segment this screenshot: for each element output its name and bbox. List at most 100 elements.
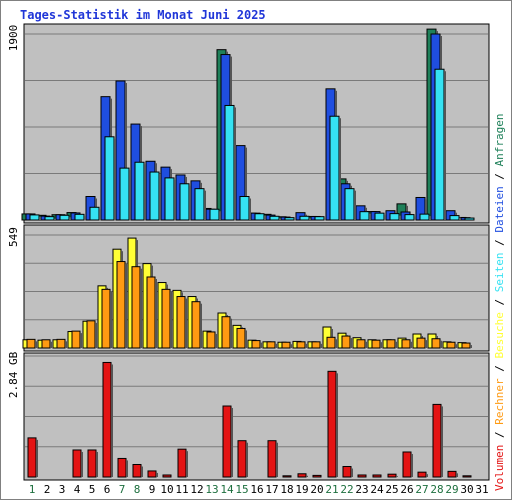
x-tick-label-day-31: 31 <box>475 483 488 496</box>
bar-shadow <box>384 215 386 220</box>
bar-rechner-day-26 <box>401 339 411 349</box>
bar-volumen-day-17 <box>267 440 277 478</box>
bar-volumen-day-1 <box>27 437 37 478</box>
legend-entry: Dateien <box>493 186 506 232</box>
bar-shadow <box>249 198 251 220</box>
panel-middle-ymax-label: 549 <box>7 227 20 247</box>
bar-rechner-day-13 <box>206 331 216 349</box>
bar-volumen-day-6 <box>102 361 112 478</box>
bar-shadow <box>309 218 311 220</box>
x-tick-label-day-19: 19 <box>295 483 308 496</box>
x-tick-label-day-10: 10 <box>160 483 173 496</box>
bar-volumen-day-8 <box>132 463 142 478</box>
x-tick-label-day-2: 2 <box>44 483 51 496</box>
bar-shadow <box>245 147 247 220</box>
bar-rechner-day-19 <box>296 341 306 349</box>
bar-shadow <box>246 442 248 477</box>
bar-shadow <box>354 190 356 220</box>
bar-seiten-day-26 <box>404 214 415 221</box>
bar-shadow <box>305 343 307 348</box>
bar-shadow <box>410 341 412 348</box>
bar-rechner-day-15 <box>236 327 246 349</box>
bar-seiten-day-4 <box>74 213 85 221</box>
bar-shadow <box>156 472 158 477</box>
bar-shadow <box>339 118 341 220</box>
panel-top-ymax-label: 1900 <box>7 25 20 52</box>
x-tick-label-day-17: 17 <box>265 483 278 496</box>
bar-rechner-day-20 <box>311 341 321 349</box>
bar-shadow <box>174 179 176 220</box>
x-tick-label-day-27: 27 <box>415 483 428 496</box>
legend-entry: / <box>493 292 506 312</box>
bar-shadow <box>425 199 427 220</box>
bar-seiten-day-28 <box>434 68 445 221</box>
bar-rechner-day-10 <box>161 288 171 349</box>
bar-seiten-day-17 <box>269 215 280 221</box>
bar-shadow <box>426 474 428 477</box>
bar-rechner-day-12 <box>191 301 201 349</box>
bar-volumen-day-28 <box>432 403 442 478</box>
bar-rechner-day-22 <box>341 335 351 349</box>
bar-shadow <box>459 217 461 220</box>
bar-volumen-day-4 <box>72 449 82 478</box>
bar-shadow <box>414 216 416 220</box>
bar-shadow <box>114 138 116 220</box>
bar-shadow <box>441 406 443 477</box>
bar-rechner-day-5 <box>86 320 96 349</box>
x-tick-label-day-1: 1 <box>29 483 36 496</box>
x-tick-label-day-9: 9 <box>149 483 156 496</box>
bar-shadow <box>141 466 143 477</box>
bar-shadow <box>260 342 262 348</box>
bar-rechner-day-24 <box>371 339 381 349</box>
x-tick-label-day-13: 13 <box>205 483 218 496</box>
bar-shadow <box>129 170 131 220</box>
bar-shadow <box>245 330 247 348</box>
bar-volumen-day-23 <box>357 474 367 478</box>
bar-seiten-day-25 <box>389 213 400 221</box>
bar-rechner-day-18 <box>281 341 291 349</box>
bar-rechner-day-8 <box>131 266 141 349</box>
bar-shadow <box>81 451 83 477</box>
bar-volumen-day-27 <box>417 471 427 478</box>
x-tick-label-day-8: 8 <box>134 483 141 496</box>
x-tick-label-day-5: 5 <box>89 483 96 496</box>
bar-seiten-day-27 <box>419 213 430 221</box>
bar-seiten-day-14 <box>224 104 235 221</box>
bar-shadow <box>275 343 277 348</box>
bar-rechner-day-17 <box>266 341 276 349</box>
bar-rechner-day-30 <box>461 342 471 349</box>
bar-shadow <box>54 218 56 220</box>
bar-rechner-day-11 <box>176 296 186 349</box>
bar-seiten-day-24 <box>374 212 385 221</box>
bar-seiten-day-1 <box>29 214 40 221</box>
bar-shadow <box>411 453 413 477</box>
bar-shadow <box>234 107 236 220</box>
bar-shadow <box>111 364 113 477</box>
bar-shadow <box>369 213 371 220</box>
bar-shadow <box>125 263 127 348</box>
bar-shadow <box>155 278 157 348</box>
bar-seiten-day-21 <box>329 115 340 221</box>
bar-seiten-day-6 <box>104 136 115 221</box>
bar-shadow <box>264 215 266 220</box>
bar-rechner-day-7 <box>116 261 126 349</box>
bar-seiten-day-2 <box>44 216 55 221</box>
bar-shadow <box>320 343 322 348</box>
bar-shadow <box>395 341 397 348</box>
legend-entry: / <box>493 425 506 445</box>
bar-shadow <box>429 216 431 220</box>
bar-volumen-day-20 <box>312 474 322 478</box>
x-tick-label-day-21: 21 <box>325 483 338 496</box>
bar-volumen-day-24 <box>372 474 382 478</box>
bar-seiten-day-22 <box>344 188 355 221</box>
bar-shadow <box>219 211 221 220</box>
bar-shadow <box>65 341 67 348</box>
bar-shadow <box>189 185 191 220</box>
bar-shadow <box>440 340 442 348</box>
bar-shadow <box>306 475 308 477</box>
bar-rechner-day-3 <box>56 338 66 349</box>
bar-shadow <box>95 322 97 348</box>
bar-shadow <box>69 217 71 220</box>
bar-shadow <box>110 291 112 348</box>
bar-shadow <box>470 345 472 348</box>
